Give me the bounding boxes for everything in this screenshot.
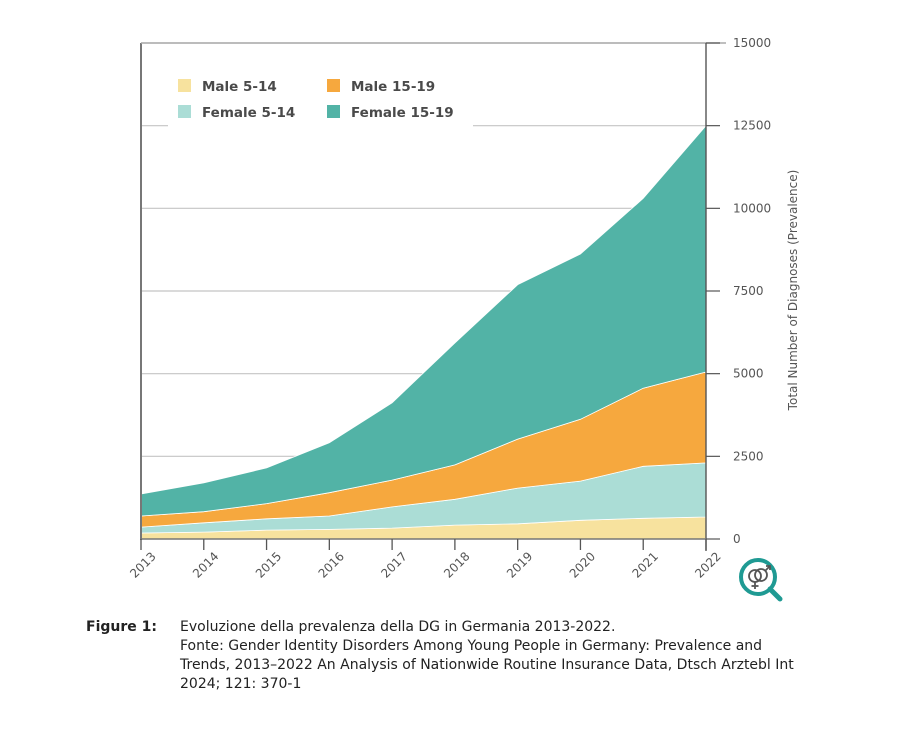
stacked-area-chart: 2013 2014 2015 2016 2017 2018 2019 2020 2021 2022… <box>127 36 800 602</box>
caption-line: 2024; 121: 370-1 <box>180 676 302 692</box>
legend-item: Female 5-14 <box>178 105 295 121</box>
x-tick-label: 2021 <box>629 549 660 580</box>
legend-swatch <box>178 79 191 92</box>
legend-item: Male 15-19 <box>327 79 435 95</box>
y-axis-label: Total Number of Diagnoses (Prevalence) <box>786 170 800 412</box>
legend-label: Male 15-19 <box>351 79 435 95</box>
legend-label: Male 5-14 <box>202 79 277 95</box>
y-tick-label: 2500 <box>733 449 764 463</box>
y-tick-label: 10000 <box>733 201 771 215</box>
caption-body: Evoluzione della prevalenza della DG in … <box>180 618 826 694</box>
axes <box>140 42 726 551</box>
y-tick-label: 12500 <box>733 119 771 133</box>
legend-swatch <box>178 105 191 118</box>
y-tick-label: 7500 <box>733 284 764 298</box>
legend-background <box>168 68 473 132</box>
legend-label: Female 5-14 <box>202 105 295 121</box>
x-tick-label: 2019 <box>504 549 535 580</box>
x-tick-label: 2020 <box>567 549 598 580</box>
x-tick-label: 2013 <box>127 549 158 580</box>
legend: Male 5-14 Male 15-19 Female 5-14 Female 15-… <box>178 79 454 121</box>
y-tick-label: 0 <box>733 532 741 546</box>
y-tick-label: 5000 <box>733 367 764 381</box>
legend-item: Male 5-14 <box>178 79 277 95</box>
x-tick-label: 2015 <box>253 549 284 580</box>
caption-label: Figure 1: <box>86 619 157 635</box>
x-tick-label: 2017 <box>378 549 409 580</box>
legend-swatch <box>327 79 340 92</box>
legend-label: Female 15-19 <box>351 105 454 121</box>
x-tick-label: 2016 <box>316 549 347 580</box>
y-tick-label: 15000 <box>733 36 771 50</box>
x-tick-label: 2018 <box>441 549 472 580</box>
legend-item: Female 15-19 <box>327 105 454 121</box>
x-axis-ticks: 2013 2014 2015 2016 2017 2018 2019 2020 2021 2022 <box>127 539 724 581</box>
caption-line: Fonte: Gender Identity Disorders Among Y… <box>180 638 763 654</box>
figure-caption: Figure 1: Evoluzione della prevalenza de… <box>86 618 826 694</box>
caption-line: Evoluzione della prevalenza della DG in … <box>180 619 616 635</box>
y-axis-ticks: 0 2500 5000 7500 10000 12500 15000 <box>706 36 771 546</box>
caption-line: Trends, 2013–2022 An Analysis of Nationw… <box>180 657 794 673</box>
area-series <box>140 124 707 540</box>
legend-swatch <box>327 105 340 118</box>
legend-box <box>168 68 473 132</box>
x-tick-label: 2022 <box>692 549 723 580</box>
x-tick-label: 2014 <box>190 549 221 580</box>
gender-magnifier-icon <box>739 558 783 602</box>
